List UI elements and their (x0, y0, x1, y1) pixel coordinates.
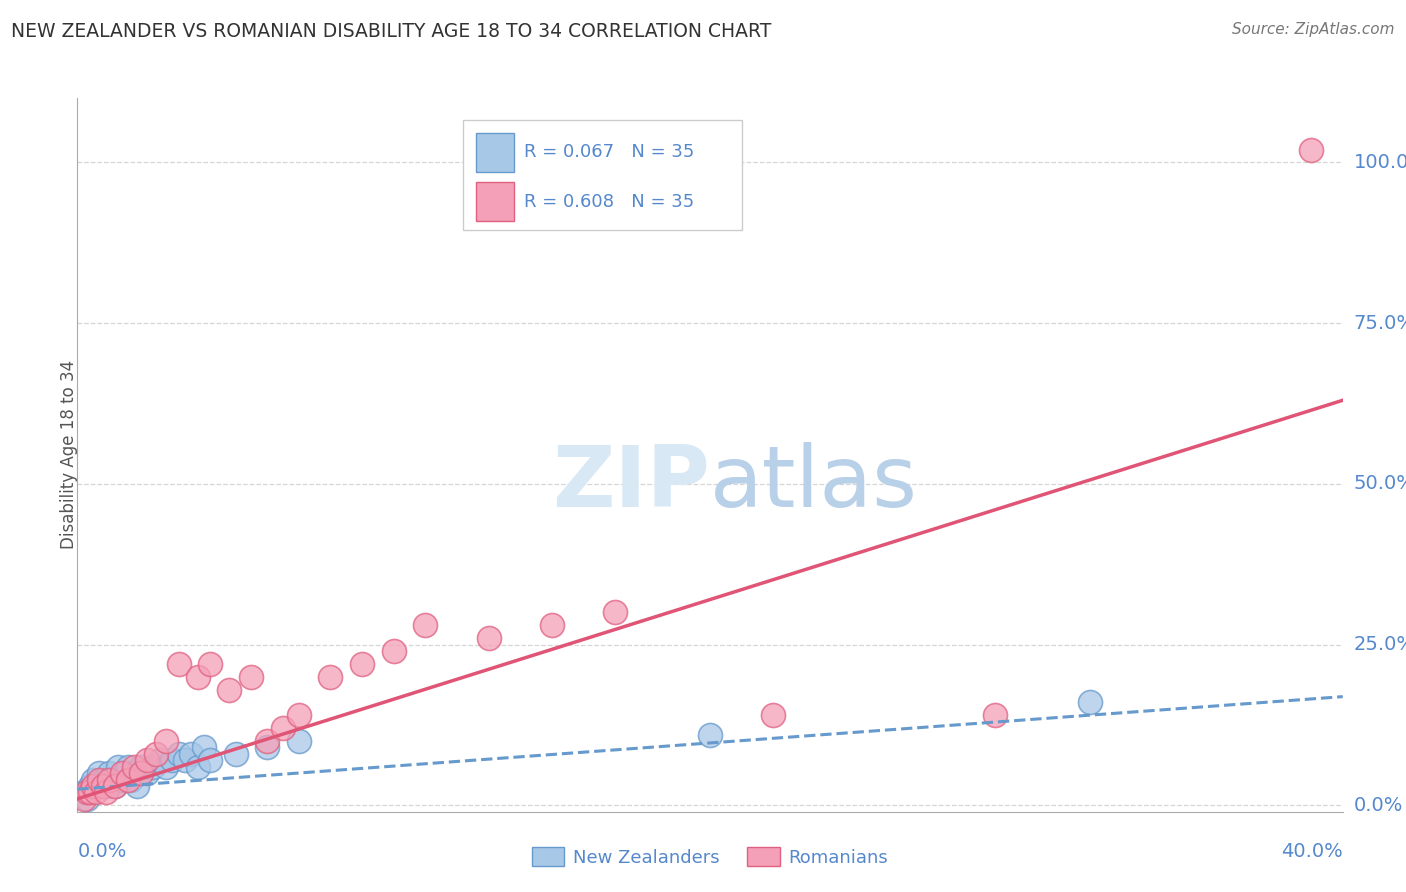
Text: R = 0.608   N = 35: R = 0.608 N = 35 (524, 193, 695, 211)
Point (1078, 695, 1101, 709)
Point (76, 792, 98, 806)
Text: atlas: atlas (710, 442, 918, 525)
Y-axis label: Disability Age 18 to 34: Disability Age 18 to 34 (60, 360, 77, 549)
Bar (475, 133, 515, 172)
Point (129, 766, 152, 780)
Point (540, 618, 562, 632)
Point (477, 631, 501, 645)
Point (73, 792, 96, 806)
Point (104, 779, 127, 793)
Point (117, 772, 139, 787)
Point (174, 753, 197, 767)
Point (91, 779, 114, 793)
Point (180, 747, 202, 761)
Point (124, 766, 146, 780)
Text: NEW ZEALANDER VS ROMANIAN DISABILITY AGE 18 TO 34 CORRELATION CHART: NEW ZEALANDER VS ROMANIAN DISABILITY AGE… (11, 22, 772, 41)
Point (135, 766, 157, 780)
Point (76, 785, 98, 799)
Text: R = 0.067   N = 35: R = 0.067 N = 35 (524, 144, 695, 161)
Point (82, 779, 104, 793)
Point (200, 753, 222, 767)
Point (101, 772, 124, 787)
Legend: New Zealanders, Romanians: New Zealanders, Romanians (524, 840, 896, 874)
Text: 75.0%: 75.0% (1354, 314, 1406, 333)
Point (79, 785, 101, 799)
Point (73, 785, 96, 799)
Text: 100.0%: 100.0% (1354, 153, 1406, 172)
Point (127, 779, 149, 793)
Point (82, 772, 104, 787)
Point (98, 766, 120, 780)
Point (114, 766, 136, 780)
Point (129, 760, 152, 774)
Point (186, 670, 209, 684)
Point (256, 740, 278, 755)
Text: 25.0%: 25.0% (1354, 635, 1406, 654)
Point (86, 785, 108, 799)
Point (762, 708, 785, 723)
Point (111, 766, 132, 780)
Point (382, 644, 405, 658)
Point (605, 606, 627, 620)
Point (288, 734, 311, 748)
Point (699, 728, 721, 742)
Point (288, 708, 311, 723)
Point (193, 740, 215, 755)
Point (225, 747, 247, 761)
Point (319, 670, 342, 684)
Point (149, 753, 172, 767)
Point (79, 779, 101, 793)
Text: 40.0%: 40.0% (1281, 842, 1343, 862)
Point (200, 657, 222, 671)
Point (98, 772, 120, 787)
Point (162, 753, 183, 767)
Point (111, 772, 132, 787)
Text: Source: ZipAtlas.com: Source: ZipAtlas.com (1232, 22, 1395, 37)
Point (142, 760, 165, 774)
Text: ZIP: ZIP (553, 442, 710, 525)
Text: 0.0%: 0.0% (77, 842, 127, 862)
Point (186, 760, 209, 774)
Point (89, 766, 111, 780)
Text: 50.0%: 50.0% (1354, 475, 1406, 493)
Point (89, 772, 111, 787)
Point (107, 760, 129, 774)
Point (167, 747, 190, 761)
Point (271, 721, 294, 735)
Point (155, 760, 177, 774)
Bar (475, 182, 515, 221)
Point (352, 657, 374, 671)
Text: 0.0%: 0.0% (1354, 796, 1403, 814)
Point (413, 618, 436, 632)
Point (117, 760, 139, 774)
Point (1301, 143, 1323, 157)
Point (218, 682, 240, 697)
Point (94, 779, 117, 793)
Point (155, 734, 177, 748)
Point (91, 772, 114, 787)
Point (256, 734, 278, 748)
Point (94, 785, 117, 799)
FancyBboxPatch shape (464, 120, 742, 230)
Point (240, 670, 263, 684)
Point (104, 779, 127, 793)
Point (145, 747, 167, 761)
Point (167, 657, 190, 671)
Point (86, 779, 108, 793)
Point (124, 760, 146, 774)
Point (135, 753, 157, 767)
Point (984, 708, 1007, 723)
Point (120, 772, 142, 787)
